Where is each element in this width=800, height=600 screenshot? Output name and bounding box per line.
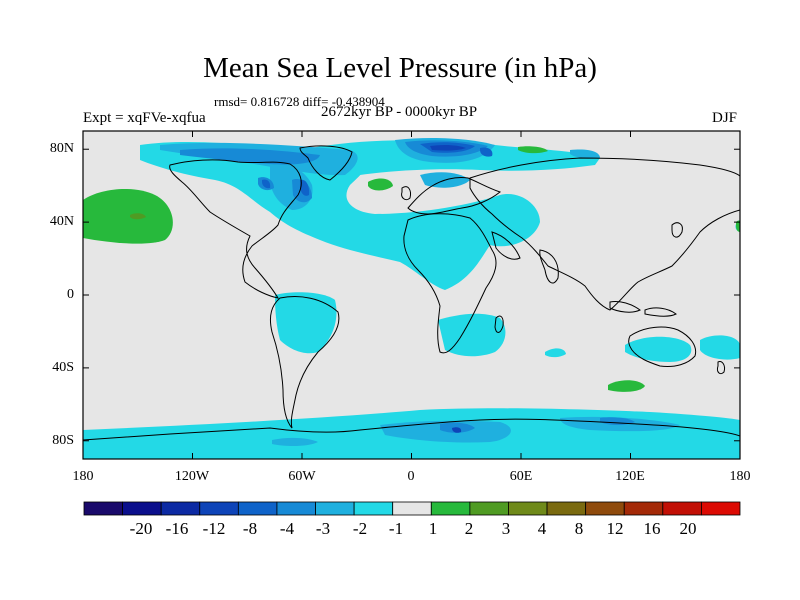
colorbar-label: 16 <box>643 519 661 538</box>
colorbar-box <box>237 501 278 516</box>
coast-arabia-india <box>491 231 559 284</box>
field-level-minus1 <box>83 140 740 459</box>
map-background <box>83 131 740 459</box>
coast-north-america <box>169 159 302 299</box>
period-label: 2672kyr BP - 0000kyr BP <box>321 104 478 120</box>
colorbar-box <box>276 501 316 516</box>
colorbar-box <box>585 501 625 516</box>
colorbar-label: 8 <box>574 519 584 538</box>
coast-south-america <box>269 296 340 429</box>
coast-indonesia <box>609 301 677 317</box>
colorbar-label: -8 <box>242 519 258 538</box>
field-level-plus1 <box>83 146 740 392</box>
colorbar-label: 2 <box>464 519 474 538</box>
stats-label: rmsd= 0.816728 diff= -0.438904 <box>214 94 385 109</box>
colorbar-label: 1 <box>428 519 438 538</box>
colorbar-box <box>199 501 239 516</box>
colorbar-box <box>623 501 664 516</box>
colorbar <box>83 501 741 516</box>
lon-label-120w: 120W <box>174 469 210 484</box>
lat-label-0: 0 <box>67 287 74 302</box>
colorbar-label: 12 <box>606 519 624 538</box>
colorbar-box <box>508 501 548 516</box>
anomaly-field <box>83 137 740 459</box>
lat-label-40n: 40N <box>49 214 74 229</box>
experiment-label: Expt = xqFVe-xqfua <box>83 110 206 126</box>
colorbar-box <box>392 501 432 516</box>
lat-label-40s: 40S <box>52 360 74 375</box>
lon-label-60e: 60E <box>509 469 533 484</box>
colorbar-label: 3 <box>501 519 511 538</box>
season-label: DJF <box>712 110 738 126</box>
coast-japan <box>671 222 683 238</box>
chart-title: Mean Sea Level Pressure (in hPa) <box>203 52 597 84</box>
lon-label-180e: 180 <box>729 469 751 484</box>
coast-new-zealand <box>717 361 725 375</box>
colorbar-label: 4 <box>537 519 547 538</box>
axis-ticks <box>82 131 741 459</box>
colorbar-box <box>430 501 471 516</box>
colorbar-label: -3 <box>315 519 331 538</box>
coast-asia <box>469 157 740 311</box>
colorbar-box <box>122 501 162 516</box>
colorbar-box <box>701 501 741 516</box>
colorbar-label: -20 <box>129 519 153 538</box>
lat-label-80s: 80S <box>52 433 74 448</box>
colorbar-box <box>160 501 201 516</box>
coast-uk <box>401 186 411 201</box>
lon-label-120e: 120E <box>615 469 645 484</box>
colorbar-label: -12 <box>202 519 226 538</box>
coastlines <box>83 145 740 441</box>
colorbar-box <box>353 501 394 516</box>
field-level-plus2 <box>130 213 146 220</box>
coast-africa <box>403 213 497 354</box>
lon-label-0: 0 <box>407 469 415 484</box>
coast-australia <box>628 326 697 367</box>
colorbar-label: -16 <box>165 519 189 538</box>
lat-label-80n: 80N <box>49 141 74 156</box>
coast-greenland <box>299 145 353 181</box>
colorbar-box <box>469 501 509 516</box>
colorbar-box <box>83 501 123 516</box>
colorbar-label: -4 <box>279 519 295 538</box>
colorbar-label: 20 <box>679 519 697 538</box>
field-level-minus8 <box>430 144 466 433</box>
lon-label-180w: 180 <box>72 469 94 484</box>
colorbar-label: -1 <box>388 519 404 538</box>
colorbar-box <box>315 501 355 516</box>
coast-madagascar <box>494 315 504 333</box>
colorbar-box <box>662 501 702 516</box>
colorbar-box <box>546 501 587 516</box>
lon-label-60w: 60W <box>288 469 316 484</box>
colorbar-label: -2 <box>352 519 368 538</box>
coast-antarctica <box>83 418 740 441</box>
